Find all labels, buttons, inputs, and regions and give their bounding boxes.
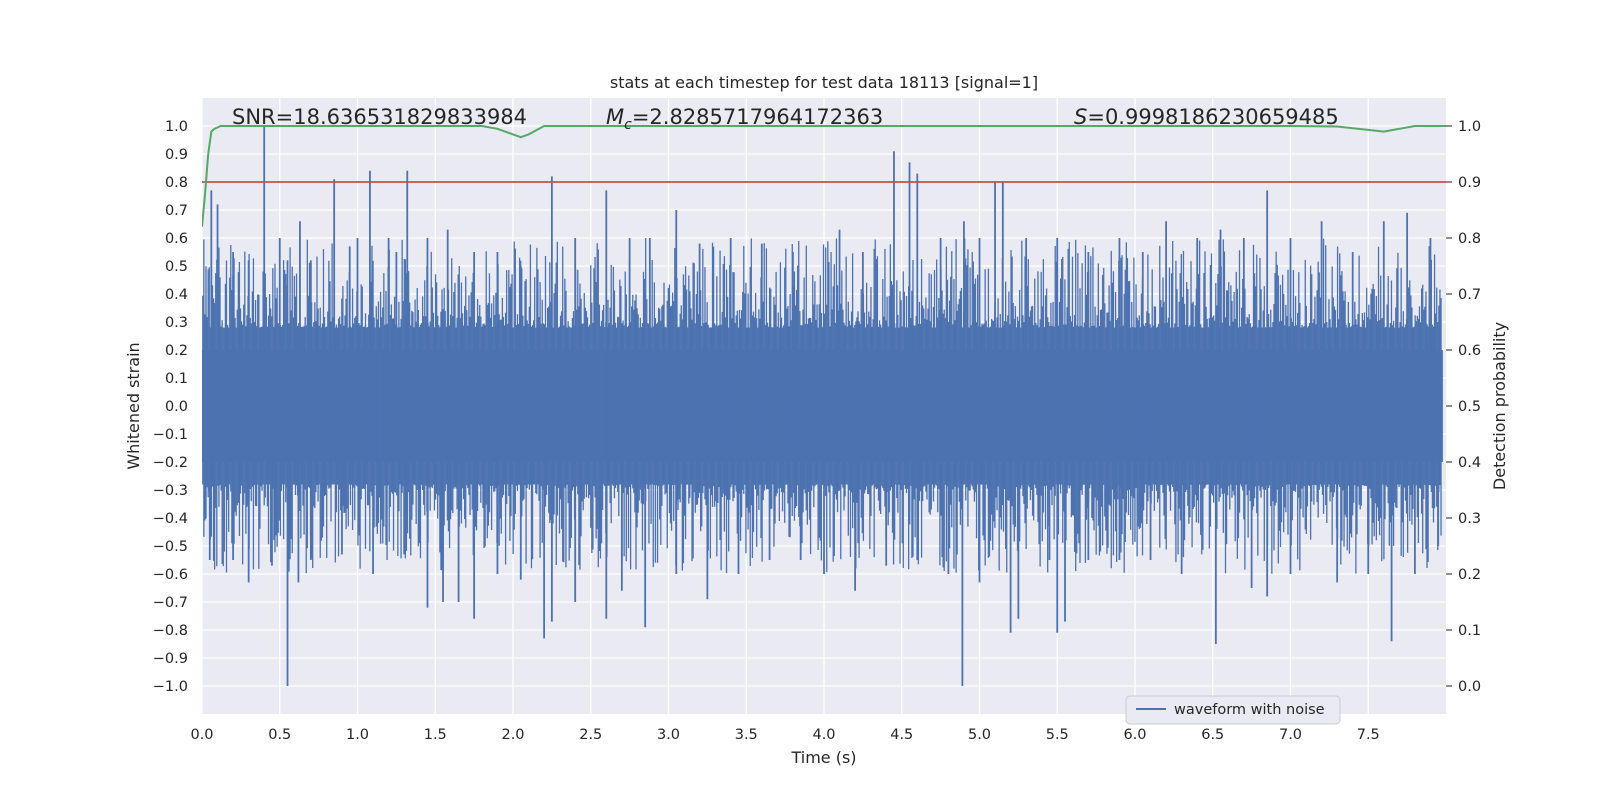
x-tick-label: 5.0 xyxy=(968,727,991,743)
y-tick-label: −0.9 xyxy=(153,651,188,667)
y-tick-label: 0.7 xyxy=(165,203,188,219)
y-tick-label: 0.3 xyxy=(165,315,188,331)
x-axis-ticks: 0.0 0.5 1.0 1.5 2.0 2.5 3.0 3.5 4.0 4.5 5.0 5.5 6.0 6… xyxy=(190,727,1379,743)
y2-tick-label: 0.8 xyxy=(1458,231,1481,247)
y2-tick-label: 0.6 xyxy=(1458,343,1481,359)
y-tick-label: −0.3 xyxy=(153,483,188,499)
right-axis-series xyxy=(202,125,1446,227)
legend: waveform with noise xyxy=(1125,695,1341,725)
y2-tick-label: 0.1 xyxy=(1458,623,1481,639)
y2-tick-label: 0.3 xyxy=(1458,511,1481,527)
y-tick-label: −0.7 xyxy=(153,595,188,611)
y-axis-ticks: 1.0 0.9 0.8 0.7 0.6 0.5 0.4 0.3 0.2 0.1 0.0 −0.1 −0.… xyxy=(153,119,188,695)
x-tick-label: 3.0 xyxy=(657,727,680,743)
legend-box xyxy=(1125,695,1341,725)
y-axis-label: Whitened strain xyxy=(124,342,143,469)
score-value: =0.9998186230659485 xyxy=(1087,105,1338,129)
legend-label: waveform with noise xyxy=(1174,702,1325,718)
y2-tick-label: 1.0 xyxy=(1458,119,1481,135)
x-tick-label: 4.0 xyxy=(812,727,835,743)
y-tick-label: 1.0 xyxy=(165,119,188,135)
y2-tick-label: 0.7 xyxy=(1458,287,1481,303)
y-tick-label: 0.2 xyxy=(165,343,188,359)
y-tick-label: 0.9 xyxy=(165,147,188,163)
y-tick-label: 0.5 xyxy=(165,259,188,275)
x-tick-label: 0.0 xyxy=(190,727,213,743)
y-tick-label: −0.2 xyxy=(153,455,188,471)
x-tick-label: 6.5 xyxy=(1201,727,1224,743)
x-tick-label: 7.5 xyxy=(1357,727,1380,743)
y2-tick-label: 0.2 xyxy=(1458,567,1481,583)
x-tick-label: 7.0 xyxy=(1279,727,1302,743)
y-tick-label: 0.4 xyxy=(165,287,188,303)
x-tick-label: 4.5 xyxy=(890,727,913,743)
y-tick-label: 0.6 xyxy=(165,231,188,247)
x-tick-label: 3.5 xyxy=(735,727,758,743)
y-tick-label: −0.8 xyxy=(153,623,188,639)
chirp-mass-subscript: c xyxy=(624,117,632,133)
detection-probability-line xyxy=(202,125,1446,227)
score-symbol: S xyxy=(1074,105,1087,129)
y2-axis-label: Detection probability xyxy=(1490,322,1509,490)
x-tick-label: 6.0 xyxy=(1123,727,1146,743)
x-tick-label: 1.0 xyxy=(346,727,369,743)
y2-tick-label: 0.4 xyxy=(1458,455,1481,471)
snr-annotation: SNR=18.636531829833984 xyxy=(232,105,527,129)
y2-tick-label: 0.9 xyxy=(1458,175,1481,191)
x-tick-label: 2.5 xyxy=(579,727,602,743)
chirp-mass-annotation: Mc=2.8285717964172363 xyxy=(606,105,883,133)
y-tick-label: 0.8 xyxy=(165,175,188,191)
y-tick-label: 0.1 xyxy=(165,371,188,387)
y2-tick-label: 0.0 xyxy=(1458,679,1481,695)
y-tick-label: −0.4 xyxy=(153,511,188,527)
x-tick-label: 5.5 xyxy=(1046,727,1069,743)
y-tick-label: −0.5 xyxy=(153,539,188,555)
chart-title: stats at each timestep for test data 181… xyxy=(610,73,1038,92)
y-tick-label: 0.0 xyxy=(165,399,188,415)
score-annotation: S=0.9998186230659485 xyxy=(1074,105,1339,129)
chirp-mass-value: =2.8285717964172363 xyxy=(632,105,883,129)
x-tick-label: 0.5 xyxy=(268,727,291,743)
chirp-mass-symbol: M xyxy=(606,105,624,129)
y-tick-label: −0.1 xyxy=(153,427,188,443)
y-tick-label: −1.0 xyxy=(153,679,188,695)
y-tick-label: −0.6 xyxy=(153,567,188,583)
x-tick-label: 1.5 xyxy=(424,727,447,743)
x-axis-label: Time (s) xyxy=(790,748,856,767)
waveform-series xyxy=(202,126,1443,686)
y2-tick-label: 0.5 xyxy=(1458,399,1481,415)
y2-axis-ticks: 1.0 0.9 0.8 0.7 0.6 0.5 0.4 0.3 0.2 0.1 0.0 xyxy=(1446,119,1481,695)
x-tick-label: 2.0 xyxy=(501,727,524,743)
